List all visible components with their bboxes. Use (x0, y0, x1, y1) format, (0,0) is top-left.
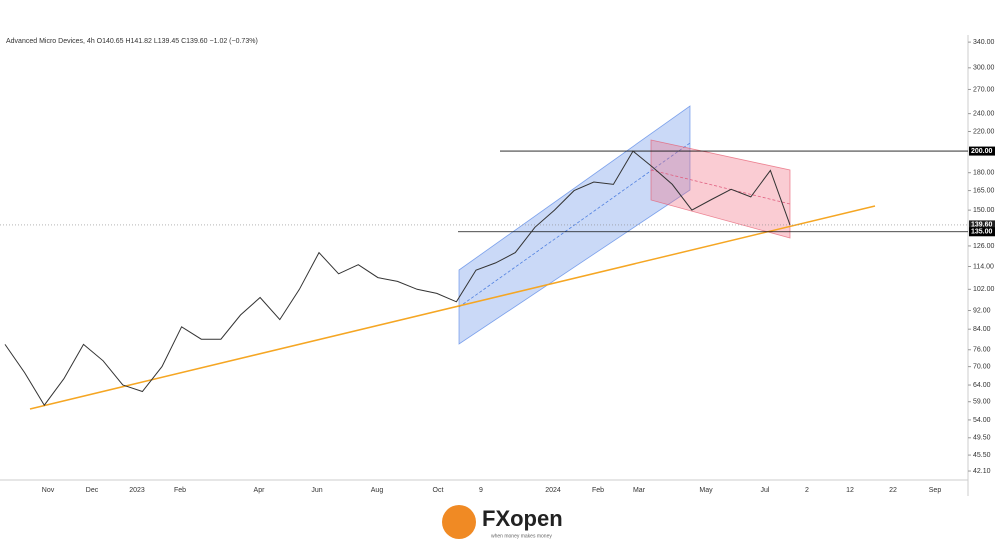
x-tick-label: 2023 (129, 487, 145, 494)
price-label-box (969, 146, 995, 156)
x-tick-label: 9 (479, 487, 483, 494)
x-tick-label: Nov (42, 487, 55, 494)
y-tick-label: 220.00 (973, 128, 995, 135)
y-tick-label: 54.00 (973, 417, 991, 424)
price-label-box (969, 227, 995, 237)
y-tick-label: 165.00 (973, 187, 995, 194)
logo-tagline: when money makes money (491, 533, 552, 539)
y-tick-label: 64.00 (973, 382, 991, 389)
short-channel (650, 139, 791, 239)
chart-title: Advanced Micro Devices, 4h O140.65 H141.… (6, 38, 258, 45)
y-tick-label: 270.00 (973, 86, 995, 93)
logo-icon (442, 505, 476, 539)
y-tick-label: 49.50 (973, 435, 991, 442)
x-tick-label: Feb (174, 487, 186, 494)
x-tick-label: Apr (254, 487, 266, 494)
logo: FXopen when money makes money (442, 505, 563, 539)
y-tick-label: 150.00 (973, 207, 995, 214)
price-label: 139.60 (971, 222, 993, 229)
y-tick-label: 76.00 (973, 347, 991, 354)
x-tick-label: Sep (929, 487, 942, 494)
price-label-box (969, 220, 995, 230)
x-tick-label: May (699, 487, 713, 494)
y-tick-label: 92.00 (973, 307, 991, 314)
channel-midline (650, 169, 791, 205)
x-tick-label: Aug (371, 487, 384, 494)
y-tick-label: 42.10 (973, 468, 991, 475)
y-tick-label: 102.00 (973, 286, 995, 293)
y-tick-label: 300.00 (973, 65, 995, 72)
x-tick-label: 12 (846, 487, 854, 494)
x-tick-label: Mar (633, 487, 646, 494)
y-tick-label: 59.00 (973, 399, 991, 406)
trendline (29, 205, 876, 410)
x-tick-label: Dec (86, 487, 99, 494)
y-tick-label: 70.00 (973, 363, 991, 370)
x-tick-label: Jun (311, 487, 322, 494)
y-tick-label: 240.00 (973, 110, 995, 117)
y-tick-label: 340.00 (973, 39, 995, 46)
y-tick-label: 126.00 (973, 243, 995, 250)
x-tick-label: 22 (889, 487, 897, 494)
price-label: 200.00 (971, 148, 993, 155)
logo-brand: FXopen (482, 506, 563, 531)
price-label: 135.00 (971, 229, 993, 236)
x-tick-label: 2 (805, 487, 809, 494)
y-tick-label: 84.00 (973, 326, 991, 333)
x-tick-label: Feb (592, 487, 604, 494)
x-tick-label: Jul (761, 487, 770, 494)
x-tick-label: 2024 (545, 487, 561, 494)
y-tick-label: 114.00 (973, 263, 994, 270)
y-tick-label: 180.00 (973, 170, 995, 177)
x-tick-label: Oct (433, 487, 444, 494)
y-tick-label: 45.50 (973, 452, 991, 459)
price-line (4, 150, 791, 407)
